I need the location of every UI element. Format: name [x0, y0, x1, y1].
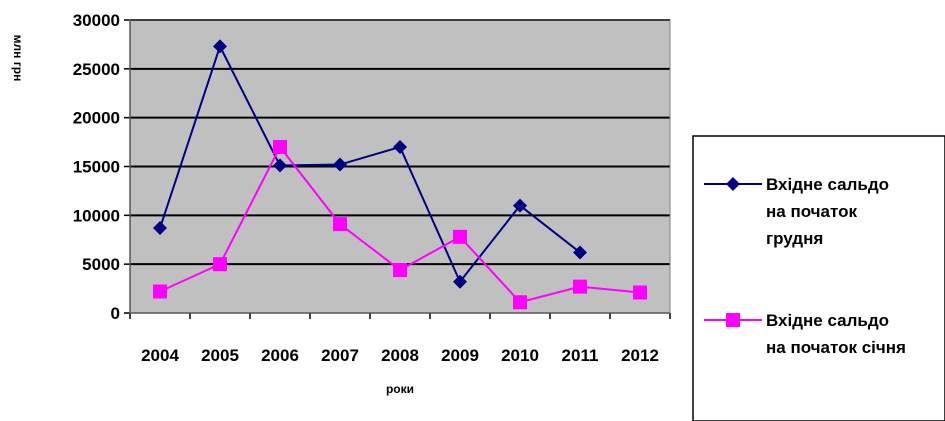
plot-border: [129, 19, 671, 314]
y-tick-label: 20000: [73, 109, 120, 128]
data-point: [333, 217, 347, 232]
y-tick-label: 30000: [73, 11, 120, 30]
legend-label: Вхідне сальдо: [766, 311, 889, 330]
y-tick-label: 0: [111, 304, 120, 323]
x-tick-label: 2006: [261, 346, 299, 365]
data-point: [573, 245, 587, 260]
data-point: [513, 198, 527, 213]
legend-label: на початок: [766, 202, 857, 221]
series-group: [153, 39, 647, 310]
legend-marker: [726, 177, 740, 191]
data-point: [333, 157, 347, 172]
data-point: [453, 229, 467, 244]
data-point: [633, 285, 647, 300]
legend-label: Вхідне сальдо: [766, 175, 889, 194]
series-line: [159, 43, 581, 284]
data-point: [513, 295, 527, 310]
data-point: [213, 257, 227, 272]
y-tick-label: 5000: [82, 255, 120, 274]
x-tick-label: 2007: [321, 346, 359, 365]
x-axis-label: роки: [386, 382, 414, 396]
legend-item-2: Вхідне сальдо на початок січня: [704, 311, 906, 357]
data-point: [273, 139, 287, 154]
x-tick-label: 2004: [141, 346, 179, 365]
y-tick-label: 15000: [73, 158, 120, 177]
data-point: [453, 274, 467, 289]
data-point: [393, 139, 407, 154]
series-2: [153, 139, 647, 310]
data-point: [393, 263, 407, 278]
data-point: [153, 221, 167, 236]
legend-label: на початок січня: [766, 338, 906, 357]
series-1: [153, 39, 587, 289]
data-point: [213, 39, 227, 54]
legend-marker: [726, 313, 740, 327]
x-axis-ticks: 2004 2005 2006 2007 2008 2009 2010 2011 2012: [129, 313, 671, 365]
y-axis-ticks: 0 5000 10000 15000 20000 25000 30000: [73, 11, 130, 323]
y-tick-label: 10000: [73, 206, 120, 225]
x-tick-label: 2010: [501, 346, 539, 365]
x-tick-label: 2009: [441, 346, 479, 365]
data-point: [273, 158, 287, 173]
x-tick-label: 2012: [621, 346, 659, 365]
x-tick-label: 2005: [201, 346, 239, 365]
x-tick-label: 2008: [381, 346, 419, 365]
legend-label: грудня: [766, 229, 823, 248]
data-point: [153, 284, 167, 299]
x-tick-label: 2011: [562, 346, 599, 365]
y-tick-label: 25000: [73, 60, 120, 79]
legend-item-1: Вхідне сальдо на початок грудня: [704, 175, 889, 248]
y-axis-label: млн грн: [11, 35, 25, 82]
data-point: [573, 279, 587, 294]
